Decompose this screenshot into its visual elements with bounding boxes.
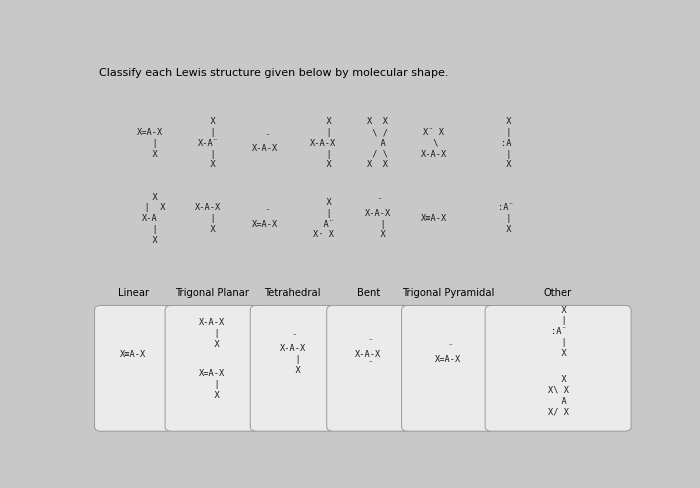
Text: X
  |
X-A-X
  |
  X: X | X-A-X | X [310, 117, 337, 169]
Text: X
X\ X
  A
X/ X: X X\ X A X/ X [548, 374, 569, 415]
Text: Bent: Bent [357, 287, 380, 297]
Text: X¨ X
 \
X-A-X: X¨ X \ X-A-X [421, 128, 447, 158]
Text: Trigonal Pyramidal: Trigonal Pyramidal [402, 287, 494, 297]
Text: X
  |
X-A¨
  |
  X: X | X-A¨ | X [197, 117, 218, 169]
Text: X≡A-X: X≡A-X [120, 349, 146, 358]
Text: X
 |
:A
 |
 X: X | :A | X [501, 117, 512, 169]
Text: :A¨
 |
 X: :A¨ | X [498, 203, 514, 233]
Text: ¨
X=A-X: ¨ X=A-X [252, 208, 279, 228]
FancyBboxPatch shape [327, 306, 410, 431]
Text: ¨
X-A-X
  |
  X: ¨ X-A-X | X [279, 333, 306, 374]
Text: ¨
X-A-X: ¨ X-A-X [252, 133, 279, 153]
Text: Linear: Linear [118, 287, 148, 297]
Text: ¨
X=A-X: ¨ X=A-X [435, 344, 461, 364]
Text: X=A-X
  |
  X: X=A-X | X [199, 368, 225, 399]
FancyBboxPatch shape [402, 306, 495, 431]
Text: Other: Other [544, 287, 572, 297]
FancyBboxPatch shape [94, 306, 172, 431]
Text: X
  |
  A¨
X· X: X | A¨ X· X [313, 198, 334, 239]
Text: X  X
 \ /
  A
 / \
X  X: X X \ / A / \ X X [368, 117, 388, 169]
Text: Classify each Lewis structure given below by molecular shape.: Classify each Lewis structure given belo… [99, 68, 449, 78]
Text: X
  |  X
X-A
  |
  X: X | X X-A | X [134, 192, 166, 244]
Text: Tetrahedral: Tetrahedral [265, 287, 321, 297]
FancyBboxPatch shape [165, 306, 258, 431]
Text: X-A-X
  |
  X: X-A-X | X [195, 203, 221, 233]
Text: ¨
X-A-X
 ¨: ¨ X-A-X ¨ [356, 338, 382, 369]
Text: X
  |
:A¨
  |
  X: X | :A¨ | X [550, 305, 566, 357]
Text: ¨
X-A-X
  |
  X: ¨ X-A-X | X [365, 198, 391, 239]
Text: X=A-X
  |
  X: X=A-X | X [136, 128, 163, 158]
Text: X≡A-X: X≡A-X [421, 214, 447, 223]
Text: Trigonal Planar: Trigonal Planar [175, 287, 248, 297]
Text: X-A-X
  |
  X: X-A-X | X [199, 318, 225, 348]
FancyBboxPatch shape [485, 306, 631, 431]
FancyBboxPatch shape [251, 306, 335, 431]
